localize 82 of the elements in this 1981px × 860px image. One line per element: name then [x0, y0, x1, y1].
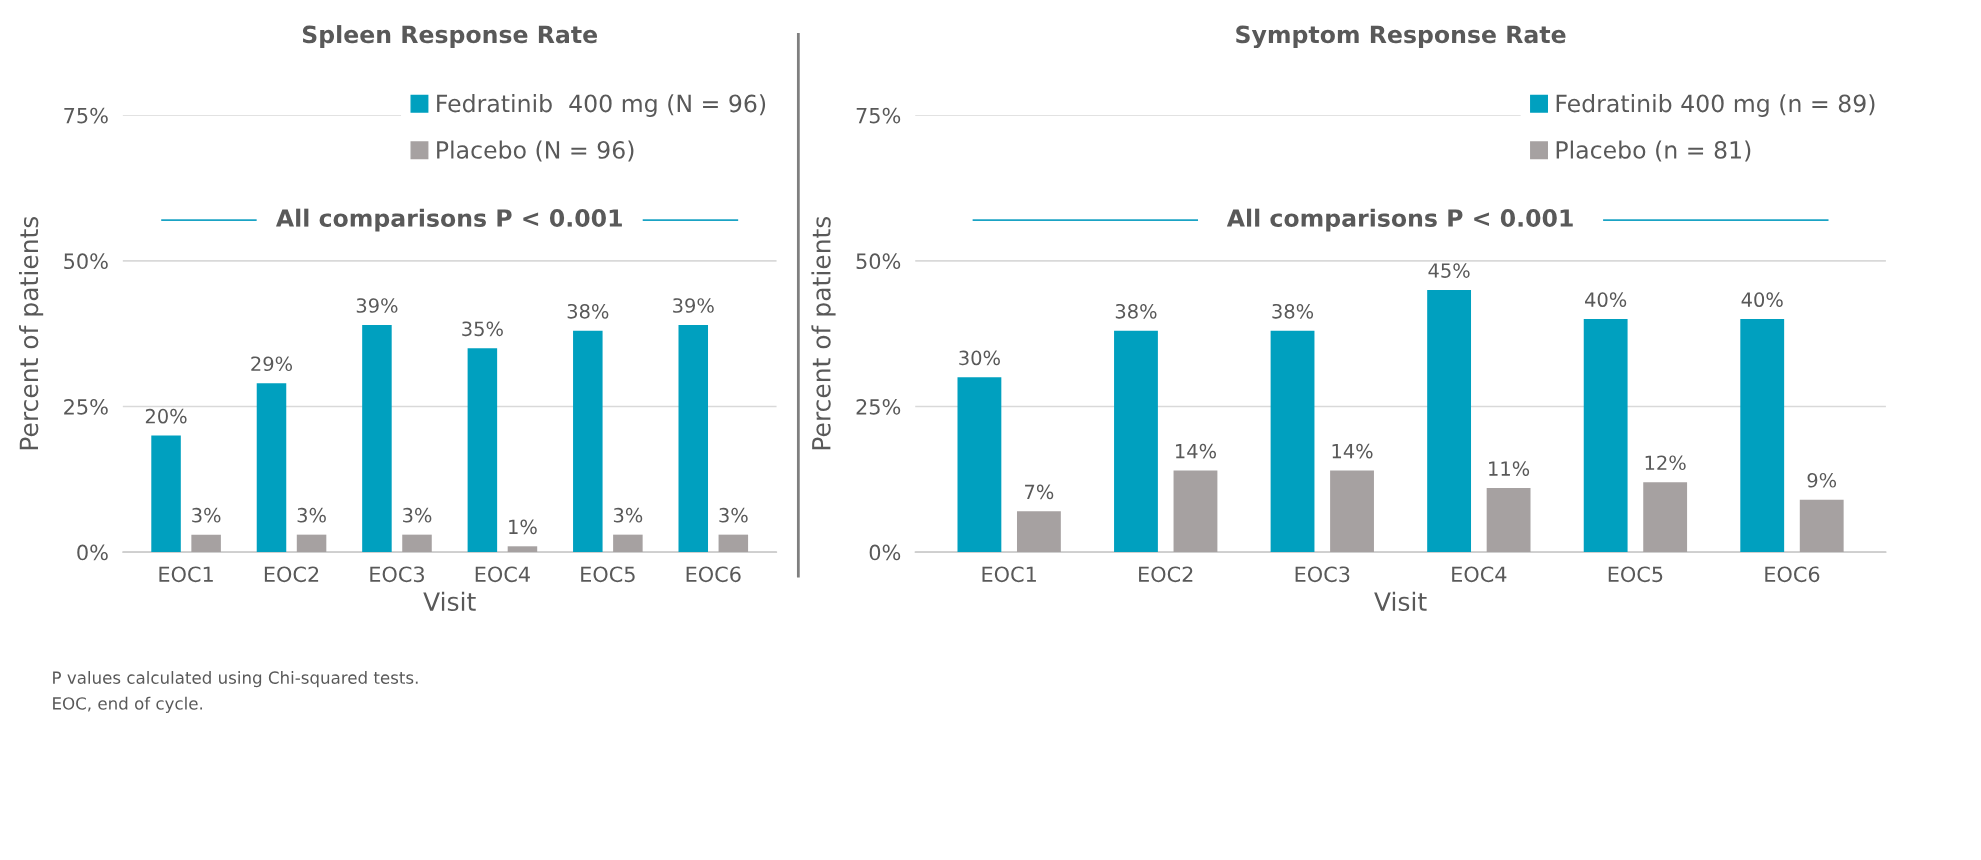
legend-label: Placebo (N = 96): [437, 140, 634, 162]
bar: [678, 324, 709, 553]
x-tick-label: EOC6: [686, 566, 741, 583]
y-axis-title: Percent of patients: [18, 216, 44, 450]
x-tick-label: EOC5: [581, 566, 635, 583]
y-tick-label: 50%: [856, 253, 901, 270]
x-tick-label: EOC4: [475, 566, 530, 583]
data-label: 39%: [673, 298, 714, 313]
legend-label: Fedratinib 400 mg (n = 89): [1556, 94, 1875, 117]
bar: [507, 546, 538, 553]
data-label: 3%: [297, 507, 326, 523]
x-tick-label: EOC3: [1295, 566, 1350, 583]
bar: [1427, 289, 1472, 553]
chart-title: Spleen Response Rate: [302, 25, 598, 48]
data-label: 29%: [251, 356, 293, 372]
data-label: 11%: [1489, 461, 1530, 476]
data-label: 20%: [145, 408, 187, 424]
y-tick-label: 0%: [869, 544, 901, 561]
bar: [256, 383, 287, 553]
bar: [1173, 470, 1218, 553]
x-tick-label: EOC5: [1608, 566, 1663, 583]
data-label: 35%: [462, 321, 503, 337]
y-tick-label: 75%: [64, 107, 108, 124]
data-label: 12%: [1645, 455, 1686, 471]
y-tick-label: 0%: [77, 544, 108, 561]
x-tick-label: EOC2: [264, 566, 319, 583]
annotation: All comparisons P < 0.001: [275, 208, 622, 232]
data-label: 14%: [1332, 443, 1373, 459]
data-label: 3%: [192, 507, 221, 523]
x-tick-label: EOC3: [370, 566, 424, 583]
data-label: 38%: [1115, 303, 1157, 319]
bar: [402, 534, 432, 553]
data-label: 1%: [509, 519, 537, 535]
legend-label: Placebo (n = 81): [1556, 140, 1751, 162]
data-label: 14%: [1176, 443, 1217, 459]
data-label: 30%: [959, 350, 1000, 366]
x-tick-label: EOC4: [1452, 566, 1507, 583]
bar: [613, 534, 643, 553]
x-tick-label: EOC2: [1139, 566, 1193, 583]
x-tick-label: EOC1: [982, 566, 1036, 583]
annotation: All comparisons P < 0.001: [1226, 208, 1573, 232]
data-label: 3%: [719, 507, 748, 523]
y-axis-title: Percent of patients: [811, 216, 836, 450]
bar: [191, 534, 221, 553]
y-tick-label: 50%: [64, 253, 108, 270]
y-tick-label: 25%: [856, 398, 901, 415]
bar: [1799, 499, 1844, 553]
bar: [957, 377, 1002, 553]
bar: [1270, 330, 1315, 553]
bar: [296, 534, 327, 553]
legend-label: Fedratinib 400 mg (N = 96): [437, 94, 766, 117]
data-label: 39%: [356, 298, 398, 313]
bar: [151, 435, 181, 553]
bar: [1643, 482, 1688, 553]
data-label: 3%: [403, 507, 432, 523]
bar: [1330, 470, 1374, 553]
chart-title: Symptom Response Rate: [1236, 25, 1566, 49]
bar: [573, 330, 603, 553]
bar: [1740, 319, 1785, 553]
bar: [1486, 488, 1531, 553]
text: EOC, end of cycle.: [53, 696, 203, 713]
data-label: 45%: [1428, 263, 1470, 278]
text: P values calculated using Chi-squared tests.: [53, 671, 418, 688]
bar: [362, 324, 392, 553]
data-label: 38%: [567, 303, 609, 319]
data-label: 9%: [1807, 472, 1837, 488]
x-tick-label: EOC6: [1765, 566, 1820, 583]
bar: [718, 534, 749, 553]
bar: [467, 348, 498, 553]
x-axis-title: Visit: [1374, 591, 1427, 612]
data-label: 40%: [1741, 292, 1783, 308]
bar: [1016, 511, 1061, 553]
x-axis-title: Visit: [423, 591, 476, 612]
bar: [1114, 330, 1158, 553]
y-tick-label: 75%: [856, 107, 901, 124]
bar: [1583, 319, 1628, 553]
y-tick-label: 25%: [64, 398, 108, 415]
x-tick-label: EOC1: [159, 566, 213, 583]
data-label: 7%: [1025, 484, 1054, 500]
data-label: 40%: [1585, 292, 1627, 308]
data-label: 3%: [613, 507, 643, 523]
data-label: 38%: [1272, 303, 1314, 319]
